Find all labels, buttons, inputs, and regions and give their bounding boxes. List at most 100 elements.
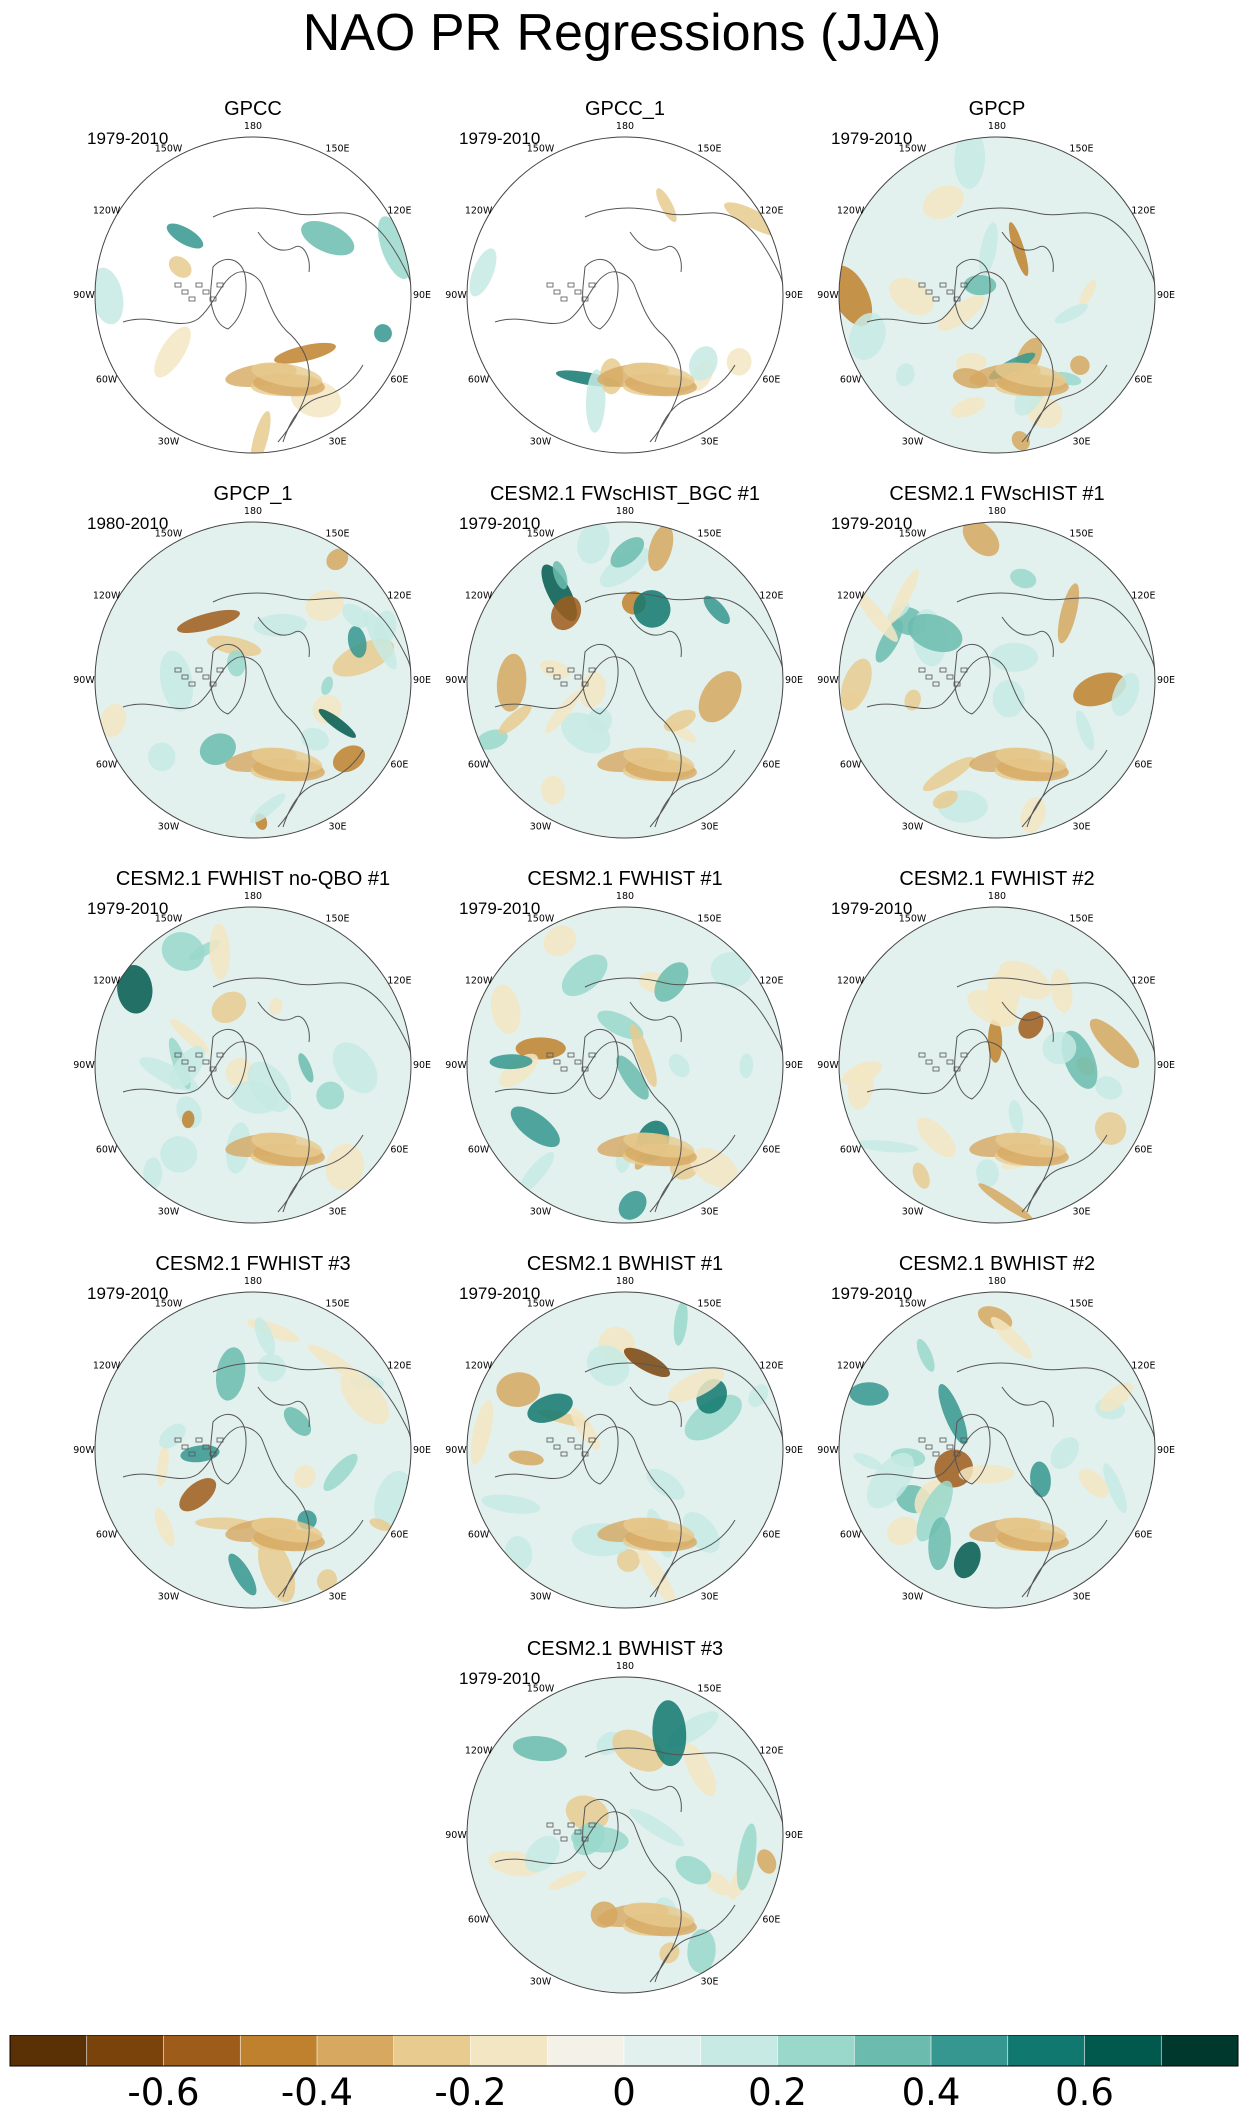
longitude-label: 30W <box>902 436 924 447</box>
longitude-label: 60W <box>468 760 490 771</box>
panel-title: CESM2.1 BWHIST #1 <box>526 1253 724 1275</box>
colorbar-swatch <box>470 2035 549 2067</box>
longitude-label: 120W <box>93 976 121 987</box>
longitude-label: 150E <box>325 1299 349 1310</box>
longitude-label: 150W <box>527 144 555 155</box>
longitude-label: 120E <box>1131 976 1155 987</box>
longitude-label: 120W <box>837 1361 865 1372</box>
longitude-label: 150W <box>899 914 927 925</box>
longitude-label: 120W <box>837 206 865 217</box>
longitude-label: 90E <box>1157 1060 1175 1071</box>
longitude-label: 120W <box>465 1361 493 1372</box>
longitude-label: 180 <box>988 506 1006 517</box>
longitude-label: 90E <box>785 1830 803 1841</box>
longitude-label: 180 <box>988 891 1006 902</box>
longitude-label: 60W <box>840 1145 862 1156</box>
longitude-label: 60E <box>390 760 408 771</box>
longitude-label: 90W <box>445 290 467 301</box>
map-panel: 180150E120E90E60E30E030W60W90W120W150WCE… <box>807 482 1187 842</box>
panel-period: 1979-2010 <box>459 514 541 533</box>
longitude-label: 90W <box>817 290 839 301</box>
colorbar-tick-label: 0.2 <box>748 2071 807 2110</box>
longitude-label: 150E <box>697 1684 721 1695</box>
panel-period: 1979-2010 <box>831 129 913 148</box>
longitude-label: 180 <box>244 891 262 902</box>
longitude-label: 30E <box>1072 1591 1090 1602</box>
map-panel: 180150E120E90E60E30E030W60W90W120W150WCE… <box>435 1637 815 1997</box>
longitude-label: 60W <box>96 1530 118 1541</box>
longitude-label: 60E <box>1134 375 1152 386</box>
longitude-label: 60E <box>390 1530 408 1541</box>
longitude-label: 60W <box>96 375 118 386</box>
longitude-label: 150E <box>1069 914 1093 925</box>
longitude-label: 90E <box>785 1060 803 1071</box>
colorbar-tick-label: 0.6 <box>1055 2071 1114 2110</box>
longitude-label: 120E <box>759 591 783 602</box>
panel-period: 1979-2010 <box>459 1284 541 1303</box>
polar-map: 180150E120E90E60E30E030W60W90W120W150W <box>445 891 803 1224</box>
longitude-label: 150W <box>155 1299 183 1310</box>
longitude-label: 60W <box>840 375 862 386</box>
longitude-label: 150E <box>697 529 721 540</box>
longitude-label: 150W <box>899 144 927 155</box>
longitude-label: 60E <box>762 1530 780 1541</box>
longitude-label: 120W <box>465 976 493 987</box>
longitude-label: 150E <box>697 1299 721 1310</box>
longitude-label: 60W <box>96 760 118 771</box>
colorbar-swatch <box>1007 2035 1086 2067</box>
polar-map: 180150E120E90E60E30E030W60W90W120W150W <box>73 121 431 454</box>
colorbar-tick-label: 0 <box>612 2071 636 2110</box>
panel-period: 1980-2010 <box>87 514 169 533</box>
longitude-label: 180 <box>244 506 262 517</box>
longitude-label: 120W <box>93 1361 121 1372</box>
panel-period: 1979-2010 <box>87 899 169 918</box>
longitude-label: 60W <box>468 1915 490 1926</box>
map-panel: 180150E120E90E60E30E030W60W90W120W150WGP… <box>807 97 1187 457</box>
longitude-label: 90E <box>785 1445 803 1456</box>
longitude-label: 60E <box>390 375 408 386</box>
longitude-label: 30E <box>700 1206 718 1217</box>
longitude-label: 60W <box>468 1145 490 1156</box>
longitude-label: 30W <box>158 821 180 832</box>
longitude-label: 120E <box>1131 591 1155 602</box>
colorbar-tick-label: -0.6 <box>127 2071 199 2110</box>
longitude-label: 30W <box>158 1206 180 1217</box>
map-panel: 180150E120E90E60E30E030W60W90W120W150WGP… <box>63 97 443 457</box>
panel-title: GPCC <box>224 98 282 120</box>
polar-map: 180150E120E90E60E30E030W60W90W120W150W <box>445 1661 803 1994</box>
longitude-label: 150E <box>325 144 349 155</box>
longitude-label: 90W <box>817 1060 839 1071</box>
polar-map: 180150E120E90E60E30E030W60W90W120W150W <box>817 506 1175 839</box>
longitude-label: 120E <box>1131 1361 1155 1372</box>
longitude-label: 120W <box>837 976 865 987</box>
longitude-label: 120W <box>93 206 121 217</box>
longitude-label: 30W <box>902 1591 924 1602</box>
longitude-label: 30W <box>902 821 924 832</box>
colorbar-swatch <box>700 2035 779 2067</box>
longitude-label: 180 <box>988 121 1006 132</box>
longitude-label: 90E <box>1157 290 1175 301</box>
longitude-label: 120E <box>759 1746 783 1757</box>
longitude-label: 30E <box>328 821 346 832</box>
map-panel: 180150E120E90E60E30E030W60W90W120W150WCE… <box>435 1252 815 1612</box>
longitude-label: 90W <box>445 1060 467 1071</box>
longitude-label: 120E <box>1131 206 1155 217</box>
longitude-label: 150W <box>527 1299 555 1310</box>
longitude-label: 150W <box>899 529 927 540</box>
map-panel: 180150E120E90E60E30E030W60W90W120W150WCE… <box>435 867 815 1227</box>
longitude-label: 30E <box>1072 1206 1090 1217</box>
longitude-label: 60W <box>468 375 490 386</box>
longitude-label: 150E <box>1069 529 1093 540</box>
map-panel: 180150E120E90E60E30E030W60W90W120W150WCE… <box>807 867 1187 1227</box>
longitude-label: 30E <box>1072 436 1090 447</box>
panel-title: CESM2.1 BWHIST #2 <box>898 1253 1096 1275</box>
longitude-label: 150E <box>1069 144 1093 155</box>
longitude-label: 120E <box>387 1361 411 1372</box>
longitude-label: 30W <box>530 821 552 832</box>
longitude-label: 30E <box>1072 821 1090 832</box>
longitude-label: 90W <box>445 1445 467 1456</box>
panel-title: CESM2.1 FWHIST #2 <box>899 868 1095 890</box>
colorbar-swatch <box>239 2035 318 2067</box>
longitude-label: 90E <box>1157 1445 1175 1456</box>
panel-period: 1979-2010 <box>459 899 541 918</box>
